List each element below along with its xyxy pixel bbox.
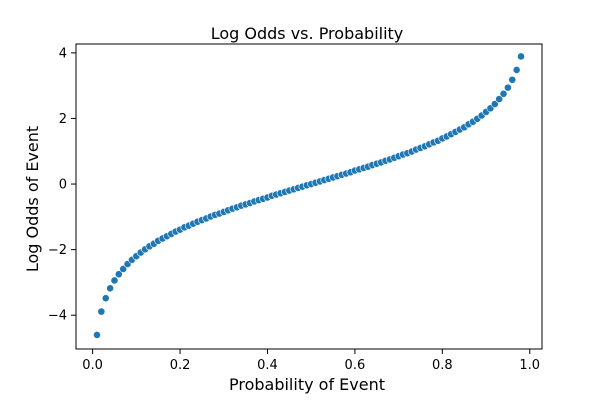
- x-axis-ticks: 0.0 0.2 0.4 0.6 0.8 1.0: [82, 349, 540, 373]
- data-point: [114, 270, 123, 279]
- y-tick-label: 2: [59, 112, 67, 127]
- data-point: [503, 83, 512, 92]
- data-point: [495, 95, 504, 103]
- y-axis-ticks: −4 −2 0 2 4: [48, 46, 76, 324]
- x-tick-label: 0.0: [82, 358, 103, 373]
- data-point: [499, 89, 508, 98]
- data-point: [517, 52, 525, 61]
- x-tick-label: 0.2: [170, 358, 191, 373]
- y-tick-label: 4: [59, 46, 67, 61]
- data-point: [119, 265, 128, 273]
- data-point: [97, 307, 106, 316]
- scatter-points: [93, 52, 525, 339]
- x-tick-label: 0.6: [345, 358, 366, 373]
- data-point: [106, 284, 114, 293]
- data-point: [490, 100, 499, 108]
- x-axis-label: Probability of Event: [229, 375, 385, 394]
- data-point: [101, 294, 110, 303]
- x-tick-label: 0.4: [257, 358, 278, 373]
- x-tick-label: 1.0: [519, 358, 540, 373]
- data-point: [512, 66, 521, 74]
- y-tick-label: 0: [59, 178, 67, 193]
- y-tick-label: −2: [48, 243, 67, 258]
- y-axis-label: Log Odds of Event: [23, 126, 42, 272]
- chart-title: Log Odds vs. Probability: [211, 24, 404, 43]
- data-point: [93, 330, 101, 339]
- plot-area-frame: [75, 43, 543, 350]
- data-point: [508, 75, 517, 84]
- x-tick-label: 0.8: [432, 358, 453, 373]
- data-point: [110, 276, 119, 285]
- y-tick-label: −4: [48, 309, 67, 324]
